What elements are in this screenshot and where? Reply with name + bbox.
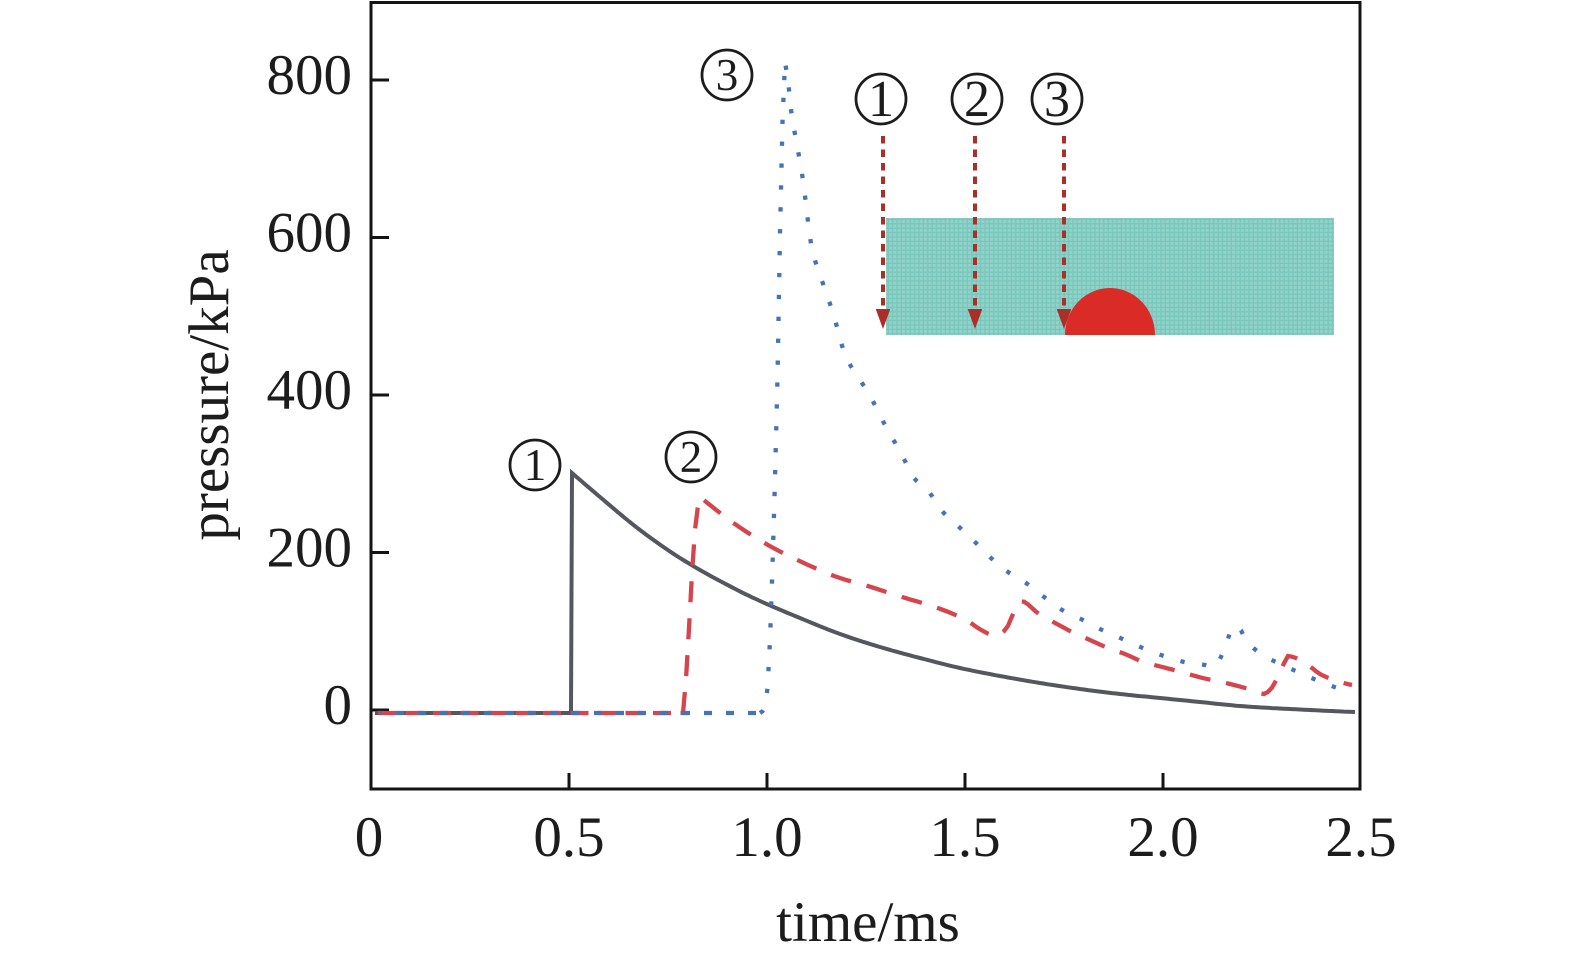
svg-text:1.0: 1.0 bbox=[731, 806, 802, 869]
svg-text:time/ms: time/ms bbox=[776, 891, 960, 954]
svg-text:1.5: 1.5 bbox=[929, 806, 1000, 869]
svg-text:2: 2 bbox=[964, 71, 990, 128]
svg-text:0: 0 bbox=[355, 806, 384, 869]
svg-text:3: 3 bbox=[716, 50, 739, 100]
svg-text:800: 800 bbox=[267, 44, 353, 107]
svg-text:3: 3 bbox=[1044, 71, 1070, 128]
svg-text:1: 1 bbox=[868, 71, 894, 128]
svg-text:400: 400 bbox=[267, 359, 353, 422]
svg-text:2.5: 2.5 bbox=[1325, 806, 1396, 869]
svg-text:0: 0 bbox=[324, 674, 353, 737]
svg-text:200: 200 bbox=[267, 517, 353, 580]
svg-text:600: 600 bbox=[267, 202, 353, 265]
svg-text:pressure/kPa: pressure/kPa bbox=[178, 249, 241, 540]
svg-text:1: 1 bbox=[524, 440, 547, 490]
svg-text:0.5: 0.5 bbox=[533, 806, 604, 869]
svg-text:2: 2 bbox=[680, 432, 703, 482]
svg-text:2.0: 2.0 bbox=[1127, 806, 1198, 869]
